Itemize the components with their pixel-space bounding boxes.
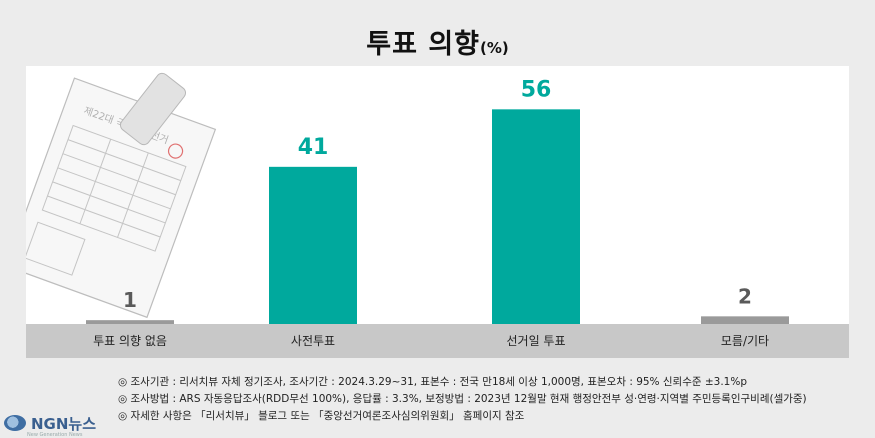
category-label-2: 선거일 투표 [506,334,565,348]
chart-title: 투표 의향(%) [0,22,875,61]
logo-tagline: New Generation News [27,432,83,438]
bar-2 [492,109,580,324]
ballot-grid [26,124,187,276]
category-label-3: 모름/기타 [721,334,769,348]
bar-0 [86,320,174,324]
category-label-1: 사전투표 [291,334,335,348]
note-survey-org: ◎ 조사기관 : 리서치뷰 자체 정기조사, 조사기간 : 2024.3.29~… [118,376,747,388]
note-reference: ◎ 자세한 사항은 「리서치뷰」 블로그 또는 「중앙선거여론조사심의위원회」 … [118,410,525,422]
chart-title-main: 투표 의향 [366,29,480,60]
bars-layer: 1 투표 의향 없음 41 사전투표 56 선거일 투표 2 모름/기타 [86,77,789,348]
bar-chart: 제22대 국회의원선거 1 투표 의향 없음 41 사전투표 56 선거일 투표 2 모름/기… [26,72,849,358]
note-survey-method: ◎ 조사방법 : ARS 자동응답조사(RDD무선 100%), 응답률 : 3… [118,393,807,405]
stamp-pen [119,72,187,146]
ballot-illustration: 제22대 국회의원선거 [26,77,217,319]
bar-value-label-2: 56 [521,77,552,102]
ngn-logo: NGN뉴스 New Generation News [4,412,97,438]
logo-name: NGN뉴스 [31,414,97,433]
survey-notes: ◎ 조사기관 : 리서치뷰 자체 정기조사, 조사기간 : 2024.3.29~… [26,364,849,426]
category-label-0: 투표 의향 없음 [93,334,167,348]
stamp-mark [167,143,184,159]
bar-value-label-1: 41 [298,135,329,160]
ballot-paper [26,77,217,319]
chart-title-unit: (%) [480,39,509,57]
chart-panel: 제22대 국회의원선거 1 투표 의향 없음 41 사전투표 56 선거일 투표 2 모름/기… [26,66,849,358]
bar-value-label-0: 1 [123,288,137,312]
bar-1 [269,166,357,324]
category-band [26,324,849,358]
bar-3 [701,316,789,324]
bar-value-label-3: 2 [738,284,752,308]
ngn-globe-icon [4,415,26,431]
